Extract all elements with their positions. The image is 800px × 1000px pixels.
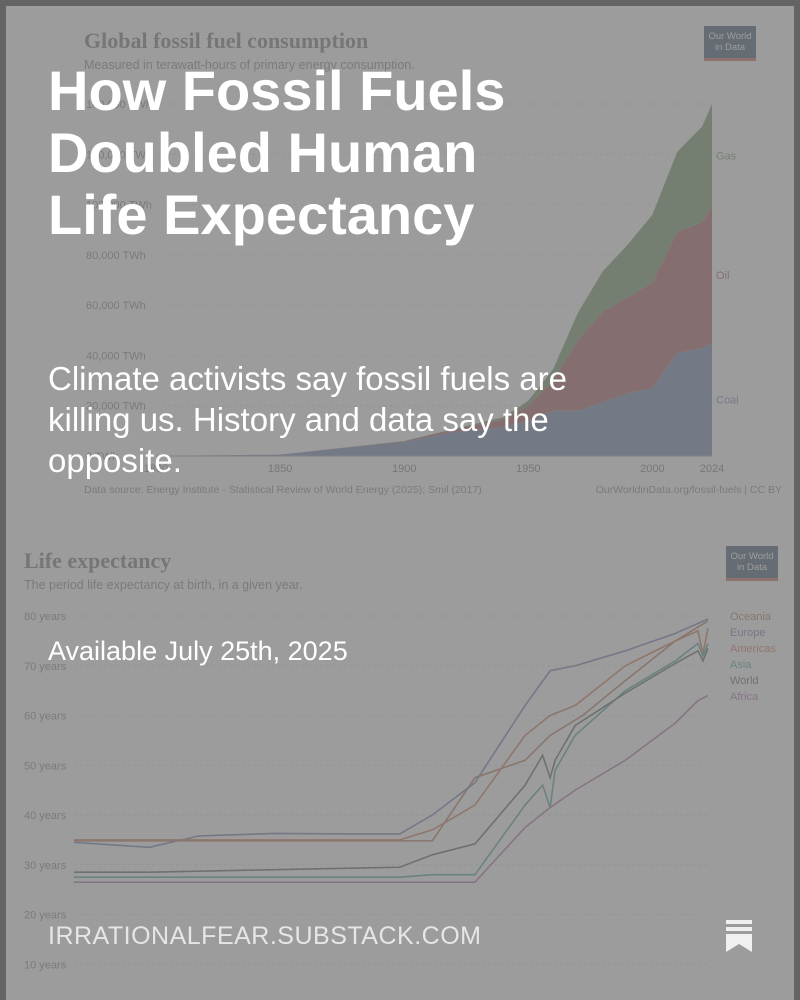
fossil-legend-coal: Coal bbox=[716, 394, 739, 406]
fossil-x-tick-label: 2000 bbox=[640, 463, 664, 475]
life-y-tick-label: 40 years bbox=[24, 810, 67, 822]
fossil-y-tick-label: 60,000 TWh bbox=[86, 300, 146, 312]
life-y-tick-label: 20 years bbox=[24, 910, 67, 922]
fossil-chart-source: Data source: Energy Institute - Statisti… bbox=[84, 484, 482, 496]
post-subtitle: Climate activists say fossil fuels are k… bbox=[48, 360, 567, 479]
life-legend-africa: Africa bbox=[730, 691, 759, 703]
fossil-x-tick-label: 2024 bbox=[700, 463, 724, 475]
fossil-legend-gas: Gas bbox=[716, 151, 737, 163]
life-legend-oceania: Oceania bbox=[730, 611, 772, 623]
fossil-chart-credit: OurWorldinData.org/fossil-fuels | CC BY bbox=[595, 484, 782, 496]
site-url[interactable]: IRRATIONALFEAR.SUBSTACK.COM bbox=[48, 922, 482, 950]
life-y-tick-label: 60 years bbox=[24, 711, 67, 723]
life-legend-world: World bbox=[730, 675, 759, 687]
life-y-tick-label: 50 years bbox=[24, 760, 67, 772]
life-y-tick-label: 80 years bbox=[24, 611, 67, 623]
post-title: How Fossil Fuels Doubled Human Life Expe… bbox=[48, 59, 506, 246]
fossil-legend-oil: Oil bbox=[716, 270, 729, 282]
availability-date: Available July 25th, 2025 bbox=[48, 636, 348, 666]
life-legend-europe: Europe bbox=[730, 627, 765, 639]
life-legend-asia: Asia bbox=[730, 659, 752, 671]
life-line-world bbox=[74, 648, 709, 874]
life-legend-americas: Americas bbox=[730, 643, 776, 655]
life-y-tick-label: 10 years bbox=[24, 959, 67, 971]
fossil-y-tick-label: 80,000 TWh bbox=[86, 250, 146, 262]
bookmark-icon[interactable] bbox=[726, 920, 752, 952]
life-y-tick-label: 30 years bbox=[24, 860, 67, 872]
life-line-africa bbox=[74, 694, 709, 883]
